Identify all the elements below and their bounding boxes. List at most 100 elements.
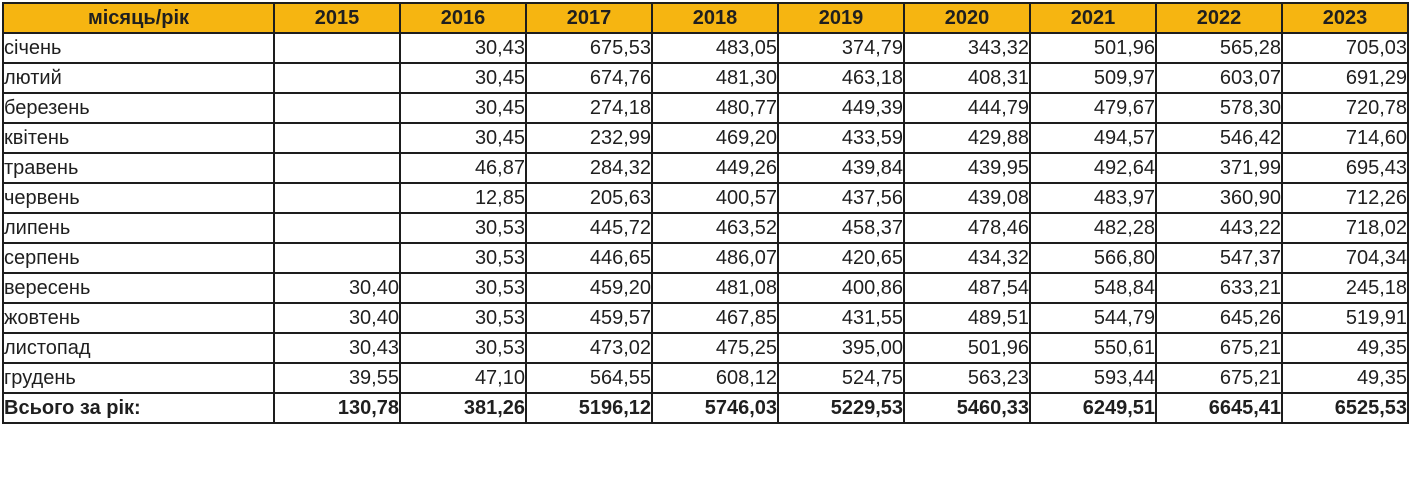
value-cell: 704,34 bbox=[1281, 242, 1409, 274]
value-cell: 449,26 bbox=[651, 152, 779, 184]
year-header-cell: 2020 bbox=[903, 2, 1031, 34]
value-cell: 674,76 bbox=[525, 62, 653, 94]
value-cell: 720,78 bbox=[1281, 92, 1409, 124]
value-cell bbox=[273, 92, 401, 124]
value-cell: 547,37 bbox=[1155, 242, 1283, 274]
value-cell: 578,30 bbox=[1155, 92, 1283, 124]
value-cell: 343,32 bbox=[903, 32, 1031, 64]
total-value-cell: 5229,53 bbox=[777, 392, 905, 424]
value-cell: 463,18 bbox=[777, 62, 905, 94]
monthly-values-table: місяць/рік 2015 2016 2017 2018 2019 2020 2021 20… bbox=[2, 2, 1409, 424]
value-cell: 205,63 bbox=[525, 182, 653, 214]
value-cell: 30,43 bbox=[399, 32, 527, 64]
value-cell: 675,53 bbox=[525, 32, 653, 64]
value-cell: 431,55 bbox=[777, 302, 905, 334]
value-cell: 675,21 bbox=[1155, 362, 1283, 394]
year-header-cell: 2017 bbox=[525, 2, 653, 34]
table-row: січень 30,43 675,53 483,05 374,79 343,32 501,9… bbox=[2, 32, 1409, 64]
month-cell: липень bbox=[2, 212, 275, 244]
value-cell: 30,40 bbox=[273, 302, 401, 334]
value-cell bbox=[273, 62, 401, 94]
value-cell: 30,45 bbox=[399, 62, 527, 94]
value-cell: 473,02 bbox=[525, 332, 653, 364]
value-cell: 408,31 bbox=[903, 62, 1031, 94]
value-cell: 439,95 bbox=[903, 152, 1031, 184]
value-cell: 47,10 bbox=[399, 362, 527, 394]
value-cell: 550,61 bbox=[1029, 332, 1157, 364]
value-cell: 30,53 bbox=[399, 212, 527, 244]
value-cell: 633,21 bbox=[1155, 272, 1283, 304]
value-cell: 645,26 bbox=[1155, 302, 1283, 334]
value-cell: 486,07 bbox=[651, 242, 779, 274]
month-cell: грудень bbox=[2, 362, 275, 394]
value-cell: 30,40 bbox=[273, 272, 401, 304]
value-cell: 39,55 bbox=[273, 362, 401, 394]
value-cell: 395,00 bbox=[777, 332, 905, 364]
month-cell: червень bbox=[2, 182, 275, 214]
value-cell: 481,30 bbox=[651, 62, 779, 94]
value-cell: 446,65 bbox=[525, 242, 653, 274]
value-cell bbox=[273, 242, 401, 274]
value-cell: 544,79 bbox=[1029, 302, 1157, 334]
table-row: вересень 30,40 30,53 459,20 481,08 400,86 487,… bbox=[2, 272, 1409, 304]
table-footer: Всього за рік: 130,78 381,26 5196,12 5746,03… bbox=[2, 392, 1409, 424]
month-cell: серпень bbox=[2, 242, 275, 274]
value-cell: 445,72 bbox=[525, 212, 653, 244]
value-cell: 548,84 bbox=[1029, 272, 1157, 304]
value-cell: 546,42 bbox=[1155, 122, 1283, 154]
value-cell: 483,97 bbox=[1029, 182, 1157, 214]
value-cell bbox=[273, 182, 401, 214]
table-row: серпень 30,53 446,65 486,07 420,65 434,32 566,… bbox=[2, 242, 1409, 274]
value-cell bbox=[273, 152, 401, 184]
value-cell: 479,67 bbox=[1029, 92, 1157, 124]
value-cell: 714,60 bbox=[1281, 122, 1409, 154]
value-cell: 489,51 bbox=[903, 302, 1031, 334]
year-header-cell: 2018 bbox=[651, 2, 779, 34]
value-cell: 467,85 bbox=[651, 302, 779, 334]
value-cell: 458,37 bbox=[777, 212, 905, 244]
month-cell: травень bbox=[2, 152, 275, 184]
value-cell: 439,08 bbox=[903, 182, 1031, 214]
value-cell: 439,84 bbox=[777, 152, 905, 184]
value-cell: 494,57 bbox=[1029, 122, 1157, 154]
value-cell: 46,87 bbox=[399, 152, 527, 184]
value-cell: 675,21 bbox=[1155, 332, 1283, 364]
total-value-cell: 381,26 bbox=[399, 392, 527, 424]
total-label-cell: Всього за рік: bbox=[2, 392, 275, 424]
value-cell: 30,53 bbox=[399, 272, 527, 304]
value-cell: 480,77 bbox=[651, 92, 779, 124]
value-cell: 49,35 bbox=[1281, 332, 1409, 364]
year-header-cell: 2022 bbox=[1155, 2, 1283, 34]
table-row: травень 46,87 284,32 449,26 439,84 439,95 492,… bbox=[2, 152, 1409, 184]
value-cell: 463,52 bbox=[651, 212, 779, 244]
value-cell: 705,03 bbox=[1281, 32, 1409, 64]
value-cell: 565,28 bbox=[1155, 32, 1283, 64]
value-cell: 245,18 bbox=[1281, 272, 1409, 304]
total-value-cell: 130,78 bbox=[273, 392, 401, 424]
value-cell: 481,08 bbox=[651, 272, 779, 304]
value-cell: 400,57 bbox=[651, 182, 779, 214]
value-cell: 30,43 bbox=[273, 332, 401, 364]
value-cell: 443,22 bbox=[1155, 212, 1283, 244]
table-row: листопад 30,43 30,53 473,02 475,25 395,00 501,… bbox=[2, 332, 1409, 364]
value-cell: 459,20 bbox=[525, 272, 653, 304]
month-cell: вересень bbox=[2, 272, 275, 304]
value-cell: 475,25 bbox=[651, 332, 779, 364]
value-cell bbox=[273, 122, 401, 154]
value-cell: 593,44 bbox=[1029, 362, 1157, 394]
value-cell: 30,53 bbox=[399, 332, 527, 364]
year-header-cell: 2019 bbox=[777, 2, 905, 34]
value-cell: 437,56 bbox=[777, 182, 905, 214]
year-header-cell: 2016 bbox=[399, 2, 527, 34]
month-cell: жовтень bbox=[2, 302, 275, 334]
value-cell: 478,46 bbox=[903, 212, 1031, 244]
value-cell: 501,96 bbox=[1029, 32, 1157, 64]
corner-header-cell: місяць/рік bbox=[2, 2, 275, 34]
month-cell: лютий bbox=[2, 62, 275, 94]
value-cell: 482,28 bbox=[1029, 212, 1157, 244]
value-cell: 608,12 bbox=[651, 362, 779, 394]
month-cell: березень bbox=[2, 92, 275, 124]
value-cell: 449,39 bbox=[777, 92, 905, 124]
value-cell: 232,99 bbox=[525, 122, 653, 154]
